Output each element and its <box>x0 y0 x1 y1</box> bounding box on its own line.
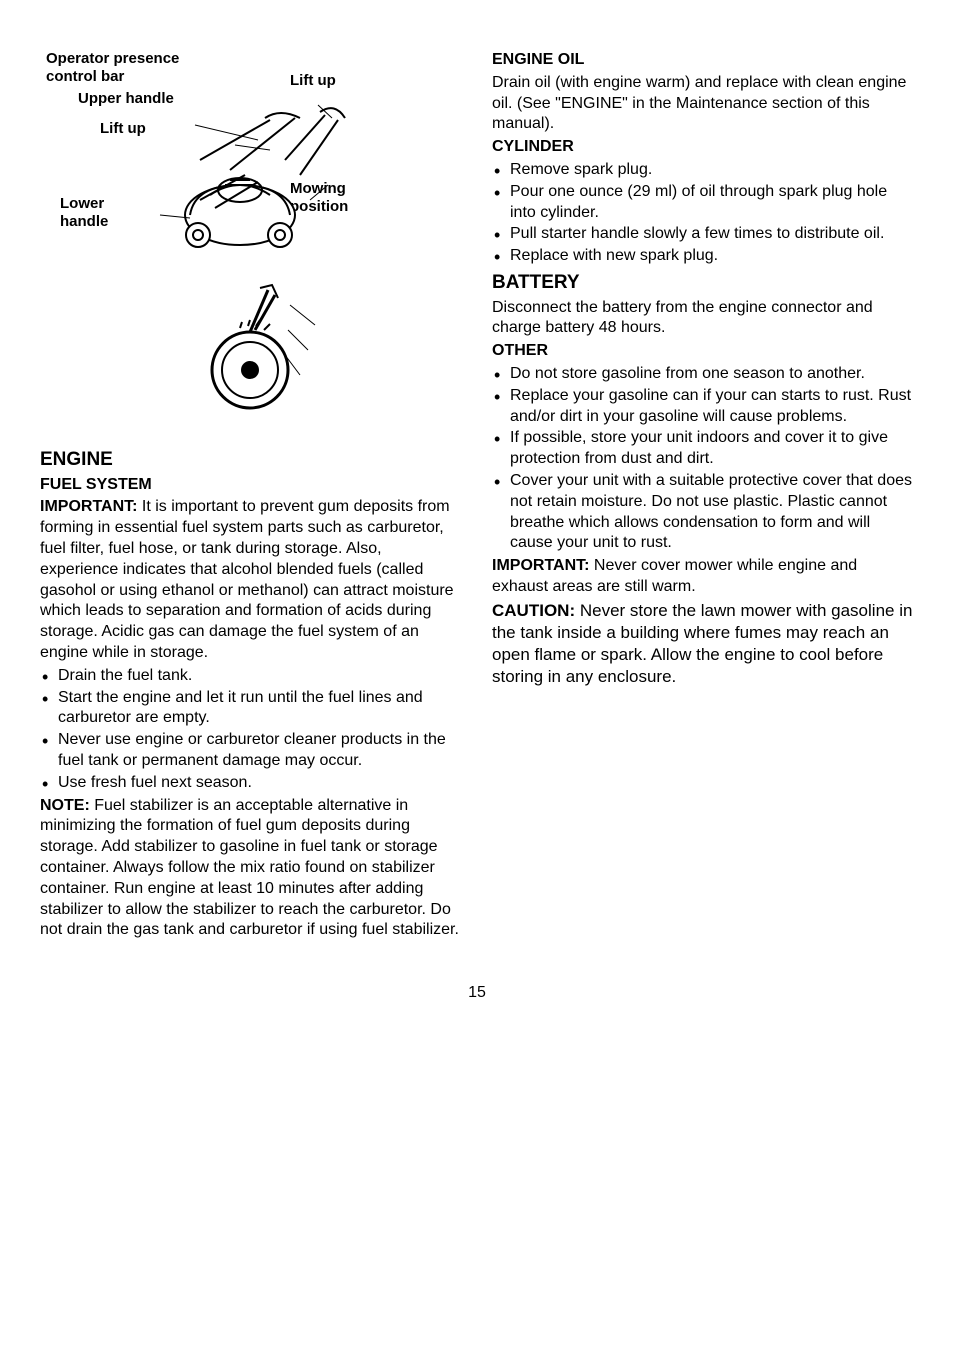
note-label: NOTE: <box>40 797 90 814</box>
list-item: Pour one ounce (29 ml) of oil through sp… <box>510 182 914 224</box>
list-item: Remove spark plug. <box>510 160 914 181</box>
label-lift-up-right: Lift up <box>290 72 336 90</box>
mower-illustration <box>140 90 440 430</box>
list-item: If possible, store your unit indoors and… <box>510 428 914 470</box>
list-item: Do not store gasoline from one season to… <box>510 364 914 385</box>
fuel-system-heading: FUEL SYSTEM <box>40 475 462 496</box>
important-label: IMPORTANT: <box>40 498 137 515</box>
important-label: IMPORTANT: <box>492 557 589 574</box>
list-item: Use fresh fuel next season. <box>58 773 462 794</box>
caution-label: CAUTION: <box>492 601 575 620</box>
list-item: Drain the fuel tank. <box>58 666 462 687</box>
other-important-para: IMPORTANT: Never cover mower while engin… <box>492 556 914 598</box>
engine-oil-text: Drain oil (with engine warm) and replace… <box>492 73 914 135</box>
engine-oil-heading: ENGINE OIL <box>492 50 914 71</box>
engine-heading: ENGINE <box>40 448 462 473</box>
fuel-bullet-list: Drain the fuel tank. Start the engine an… <box>40 666 462 794</box>
caution-para: CAUTION: Never store the lawn mower with… <box>492 600 914 688</box>
list-item: Pull starter handle slowly a few times t… <box>510 224 914 245</box>
label-lift-up-left: Lift up <box>100 120 146 138</box>
mower-diagram: Operator presence control bar Upper hand… <box>40 30 462 440</box>
list-item: Replace your gasoline can if your can st… <box>510 386 914 428</box>
list-item: Never use engine or carburetor cleaner p… <box>58 730 462 772</box>
other-heading: OTHER <box>492 341 914 362</box>
label-lower-handle: Lower handle <box>60 195 108 231</box>
other-bullet-list: Do not store gasoline from one season to… <box>492 364 914 554</box>
fuel-important-para: IMPORTANT: It is important to prevent gu… <box>40 497 462 663</box>
label-operator-presence: Operator presence control bar <box>46 50 179 86</box>
important-text: It is important to prevent gum deposits … <box>40 498 454 661</box>
list-item: Start the engine and let it run until th… <box>58 688 462 730</box>
battery-heading: BATTERY <box>492 271 914 296</box>
fuel-note-para: NOTE: Fuel stabilizer is an acceptable a… <box>40 796 462 942</box>
battery-text: Disconnect the battery from the engine c… <box>492 298 914 340</box>
page-number: 15 <box>40 983 914 1004</box>
cylinder-bullet-list: Remove spark plug. Pour one ounce (29 ml… <box>492 160 914 267</box>
list-item: Replace with new spark plug. <box>510 246 914 267</box>
note-text: Fuel stabilizer is an acceptable alterna… <box>40 797 459 939</box>
list-item: Cover your unit with a suitable protecti… <box>510 471 914 554</box>
cylinder-heading: CYLINDER <box>492 137 914 158</box>
